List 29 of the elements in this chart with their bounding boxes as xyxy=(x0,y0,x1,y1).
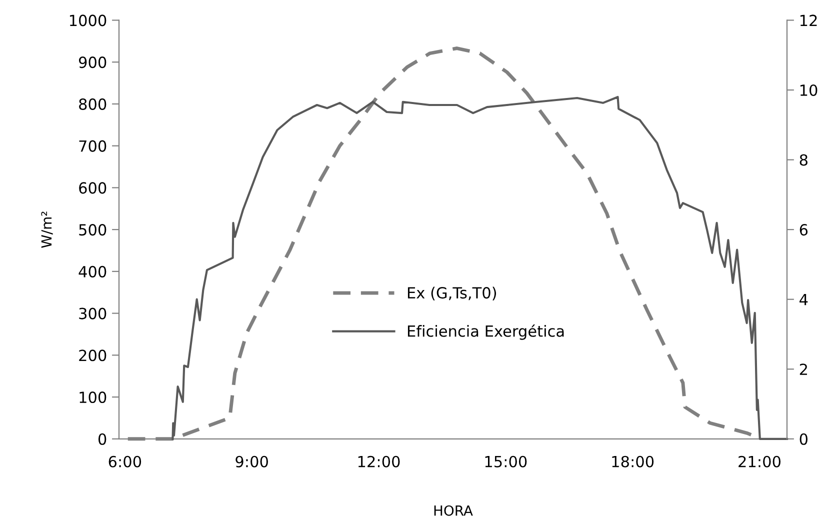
x-tick-label: 15:00 xyxy=(485,456,527,468)
y2-tick-label: 8 xyxy=(800,154,808,166)
y-tick-label: 0 xyxy=(98,433,106,445)
x-tick-label: 18:00 xyxy=(612,456,654,468)
x-tick-label: 9:00 xyxy=(236,456,268,468)
y2-tick-label: 12 xyxy=(800,14,817,26)
y-tick-label: 200 xyxy=(79,350,106,362)
y-tick-label: 600 xyxy=(79,182,106,194)
legend-label: Ex (G,Ts,T0) xyxy=(408,286,496,300)
y-tick-label: 700 xyxy=(79,140,106,152)
y2-tick-label: 10 xyxy=(800,84,818,96)
y2-tick-label: 4 xyxy=(800,294,808,306)
y2-tick-label: 2 xyxy=(800,364,807,375)
x-tick-label: 21:00 xyxy=(738,456,780,468)
y-tick-label: 100 xyxy=(80,391,106,404)
y-tick-label: 400 xyxy=(78,266,106,278)
legend-label: Eficiencia Exergética xyxy=(408,324,564,340)
y-tick-label: 800 xyxy=(79,98,106,110)
y2-tick-label: 0 xyxy=(800,433,808,445)
y-axis-title: W/m² xyxy=(41,212,53,248)
y-tick-label: 1000 xyxy=(70,14,106,26)
y-tick-label: 300 xyxy=(79,308,106,320)
x-tick-label: 6:00 xyxy=(108,456,142,468)
y2-tick-label: 6 xyxy=(800,224,808,236)
line-series xyxy=(172,96,788,440)
y-tick-label: 500 xyxy=(79,224,106,236)
x-tick-label: 12:00 xyxy=(358,456,400,468)
y-tick-label: 900 xyxy=(78,56,106,68)
x-axis-title: HORA xyxy=(434,505,473,516)
